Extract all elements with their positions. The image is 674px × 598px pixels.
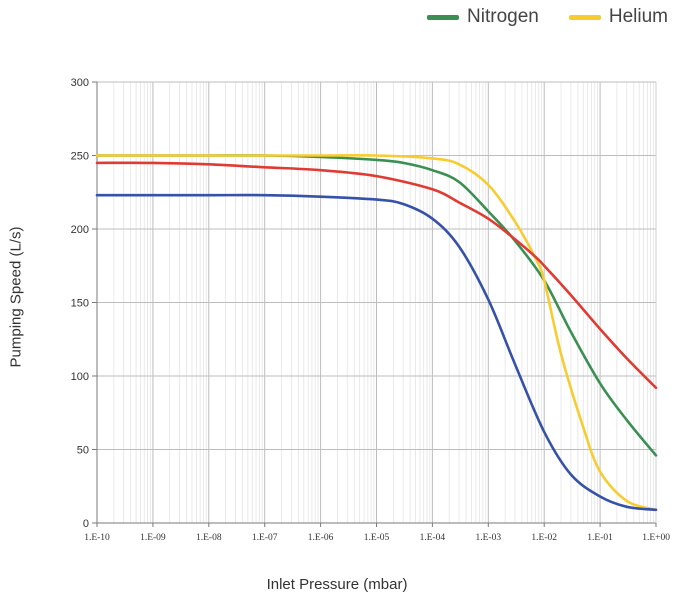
- x-tick-label: 1.E-09: [140, 533, 166, 543]
- x-tick-label: 1.E-05: [364, 533, 390, 543]
- x-axis-label: Inlet Pressure (mbar): [266, 576, 408, 593]
- y-tick-label: 50: [77, 445, 89, 457]
- y-tick-label: 0: [83, 518, 89, 530]
- x-tick-label: 1.E-01: [587, 533, 613, 543]
- y-tick-label: 300: [71, 77, 89, 89]
- x-tick-label: 1.E+00: [642, 533, 670, 543]
- y-axis-label: Pumping Speed (L/s): [7, 226, 25, 368]
- y-tick-label: 200: [71, 224, 89, 236]
- legend: Nitrogen Helium: [427, 6, 668, 28]
- tick-labels: 0 50 100 150 200 250 300 1.E-10 1.E-09 1.E-08 1.E-…: [71, 77, 671, 543]
- x-tick-label: 1.E-10: [84, 533, 110, 543]
- x-tick-label: 1.E-06: [308, 533, 334, 543]
- y-tick-label: 250: [71, 151, 89, 163]
- series-line-blue: [95, 193, 658, 512]
- legend-label-nitrogen: Nitrogen: [467, 6, 539, 27]
- legend-swatch-nitrogen: [427, 14, 460, 20]
- legend-item-nitrogen: Nitrogen: [427, 6, 539, 28]
- legend-label-helium: Helium: [608, 6, 668, 27]
- y-tick-label: 100: [71, 371, 89, 383]
- x-tick-label: 1.E-08: [196, 533, 222, 543]
- x-tick-label: 1.E-07: [252, 533, 278, 543]
- x-tick-label: 1.E-03: [476, 533, 502, 543]
- x-tick-label: 1.E-04: [420, 533, 446, 543]
- grid: [96, 81, 657, 524]
- legend-swatch-helium: [568, 14, 601, 20]
- series-line-helium: [95, 153, 658, 512]
- series-line-red: [95, 161, 658, 390]
- legend-item-helium: Helium: [568, 6, 668, 28]
- x-tick-label: 1.E-02: [531, 533, 557, 543]
- series-lines: [95, 153, 658, 512]
- y-tick-label: 150: [71, 298, 89, 310]
